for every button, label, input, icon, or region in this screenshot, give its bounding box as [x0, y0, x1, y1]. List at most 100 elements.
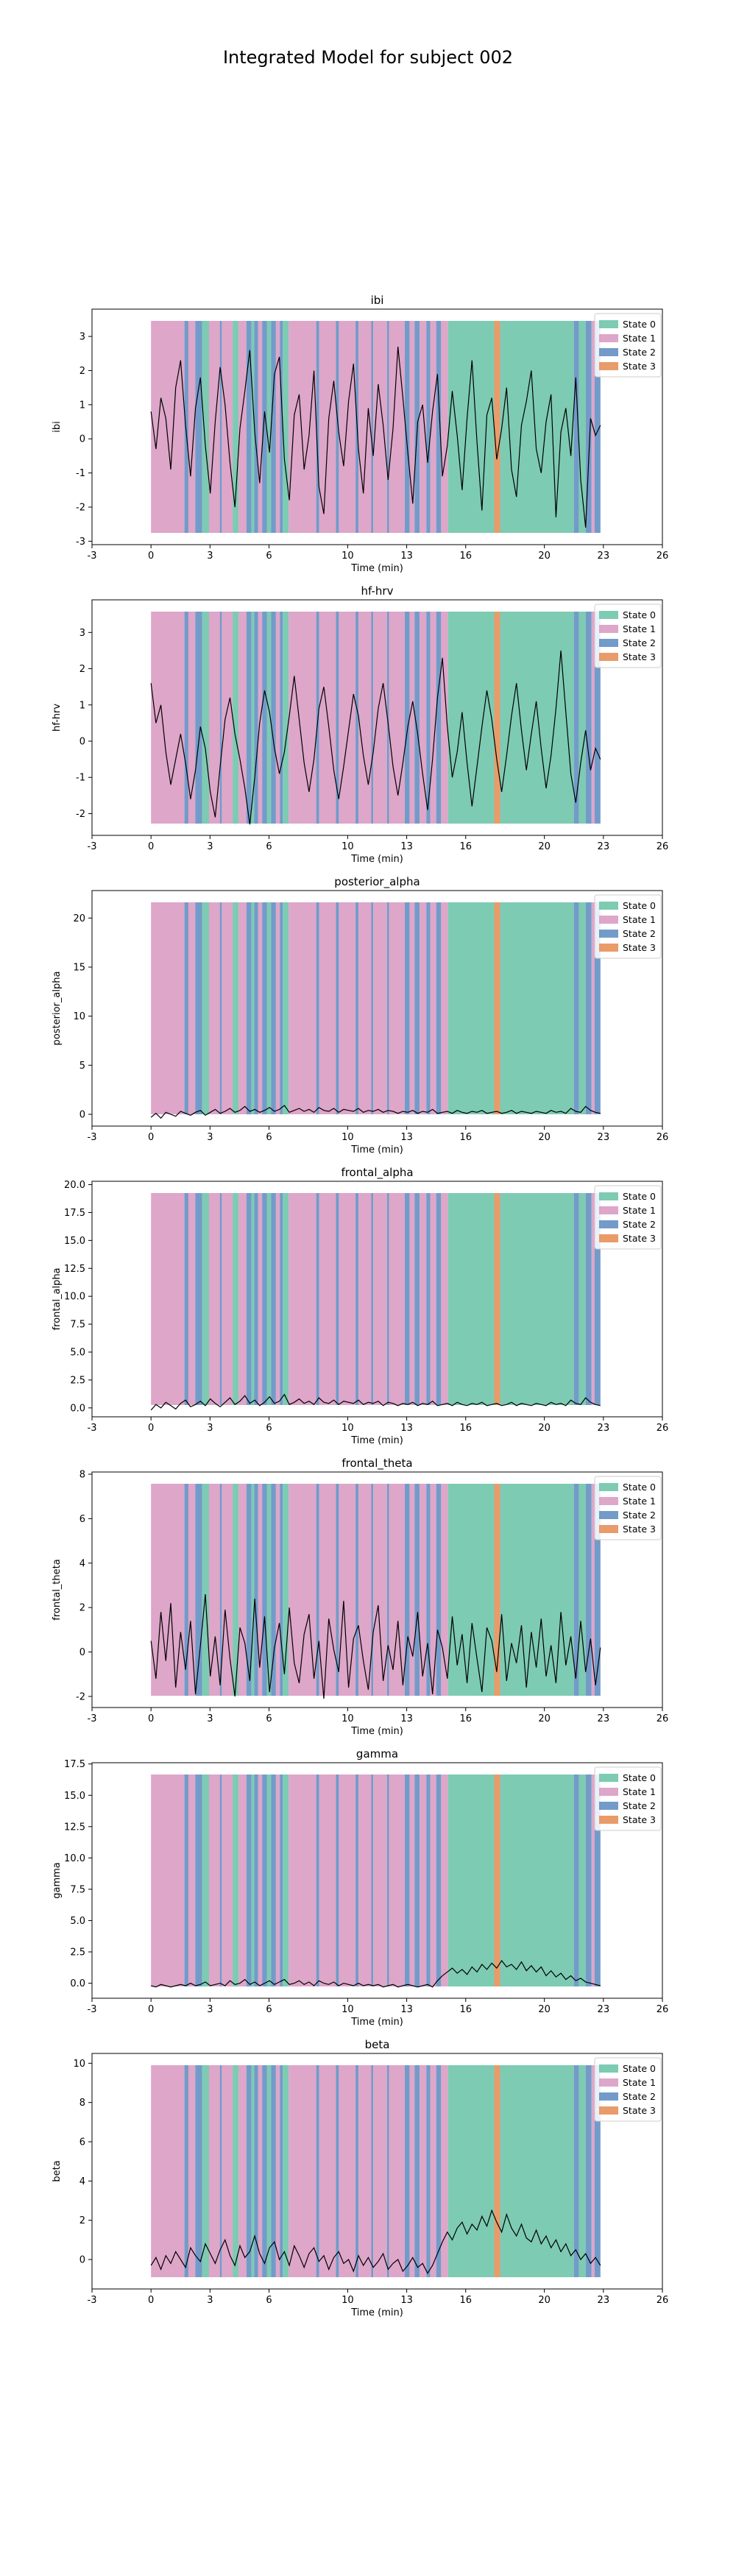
state-band — [573, 2065, 579, 2277]
axes-frame — [91, 1181, 663, 1418]
state-band — [426, 2065, 431, 2277]
state-band — [447, 1774, 495, 1986]
legend-label: State 3 — [623, 1524, 656, 1535]
state-band — [254, 321, 258, 533]
state-band — [233, 612, 239, 824]
y-tick-label: 3 — [79, 332, 85, 343]
state-band — [271, 1484, 276, 1696]
state-band — [430, 321, 436, 533]
state-band — [202, 1193, 210, 1405]
state-band — [389, 321, 405, 533]
state-band — [578, 1193, 586, 1405]
y-tick-label: 4 — [79, 1558, 85, 1569]
state-band — [436, 1484, 442, 1696]
x-tick-label: 23 — [598, 841, 610, 852]
x-tick-label: 20 — [538, 551, 551, 562]
state-band — [409, 612, 415, 824]
y-axis-label: frontal_alpha — [52, 1267, 63, 1330]
state-band — [151, 1193, 185, 1405]
y-axis-label: beta — [52, 2160, 63, 2182]
legend-box — [594, 894, 662, 959]
state-band — [238, 321, 247, 533]
y-axis-label: frontal_theta — [52, 1559, 63, 1620]
legend-swatch — [599, 2092, 618, 2101]
legend-swatch — [599, 916, 618, 924]
state-band — [151, 902, 185, 1114]
state-band — [271, 2065, 276, 2277]
state-band — [447, 612, 495, 824]
x-axis-label: Time (min) — [350, 1144, 403, 1156]
state-band — [419, 321, 427, 533]
y-tick-label: 17.5 — [64, 1208, 85, 1219]
y-tick-label: 8 — [79, 2098, 85, 2109]
state-band — [430, 1774, 436, 1986]
state-band — [151, 612, 185, 824]
x-tick-label: 3 — [207, 1713, 213, 1724]
state-band — [254, 1484, 258, 1696]
x-tick-label: 23 — [598, 2004, 610, 2015]
x-tick-label: 0 — [148, 1423, 154, 1434]
state-band — [336, 321, 339, 533]
legend-label: State 0 — [623, 900, 656, 911]
state-band — [280, 612, 283, 824]
figure-title: Integrated Model for subject 002 — [223, 47, 513, 68]
x-tick-label: 6 — [266, 2295, 272, 2306]
state-band — [275, 321, 280, 533]
x-tick-label: 13 — [400, 841, 413, 852]
y-tick-label: 0 — [79, 1647, 85, 1658]
y-tick-label: 10 — [73, 1011, 85, 1022]
state-band — [447, 1484, 495, 1696]
x-tick-label: 0 — [148, 1132, 154, 1143]
state-band — [188, 321, 196, 533]
state-band — [209, 2065, 220, 2277]
y-tick-label: 12.5 — [64, 1822, 85, 1833]
x-tick-label: 6 — [266, 1713, 272, 1724]
legend-label: State 1 — [623, 2077, 656, 2088]
legend-swatch — [599, 2106, 618, 2115]
state-band — [251, 612, 255, 824]
state-band — [195, 1193, 202, 1405]
state-band — [266, 321, 272, 533]
state-band — [195, 612, 202, 824]
state-band — [573, 1193, 579, 1405]
state-band — [289, 321, 316, 533]
state-band — [195, 1774, 202, 1986]
legend-swatch — [599, 1206, 618, 1214]
x-tick-label: 16 — [459, 2295, 472, 2306]
state-band — [358, 612, 372, 824]
y-tick-label: 15 — [73, 963, 85, 974]
state-band — [414, 2065, 420, 2277]
chart-panel-posterior_alpha: -3 0 3 6 10 13 16 20 23 2605101520posterior_alpha… — [52, 875, 668, 1156]
state-band — [573, 321, 579, 533]
state-band — [275, 1774, 280, 1986]
state-band — [280, 1484, 283, 1696]
state-band — [500, 902, 574, 1114]
y-tick-label: 12.5 — [64, 1264, 85, 1275]
y-tick-label: 1 — [79, 400, 85, 411]
state-band — [202, 321, 210, 533]
state-band — [339, 1774, 356, 1986]
state-band — [151, 2065, 185, 2277]
state-band — [336, 612, 339, 824]
state-band — [266, 1774, 272, 1986]
state-band — [188, 1774, 196, 1986]
x-tick-label: 23 — [598, 1423, 610, 1434]
panel-title: hf-hrv — [361, 584, 394, 598]
state-band — [594, 321, 601, 533]
x-tick-label: 13 — [400, 1132, 413, 1143]
state-band — [447, 2065, 495, 2277]
x-tick-label: 26 — [657, 1713, 669, 1724]
legend-box — [594, 1476, 662, 1540]
state-band — [289, 2065, 316, 2277]
state-band — [386, 902, 389, 1114]
y-tick-label: 17.5 — [64, 1759, 85, 1770]
state-band — [389, 1193, 405, 1405]
state-band — [585, 1774, 592, 1986]
state-band — [254, 1193, 258, 1405]
state-band — [151, 1484, 185, 1696]
state-band — [184, 902, 188, 1114]
state-band — [494, 612, 500, 824]
state-band — [184, 612, 188, 824]
state-band — [266, 902, 272, 1114]
state-band — [202, 612, 210, 824]
